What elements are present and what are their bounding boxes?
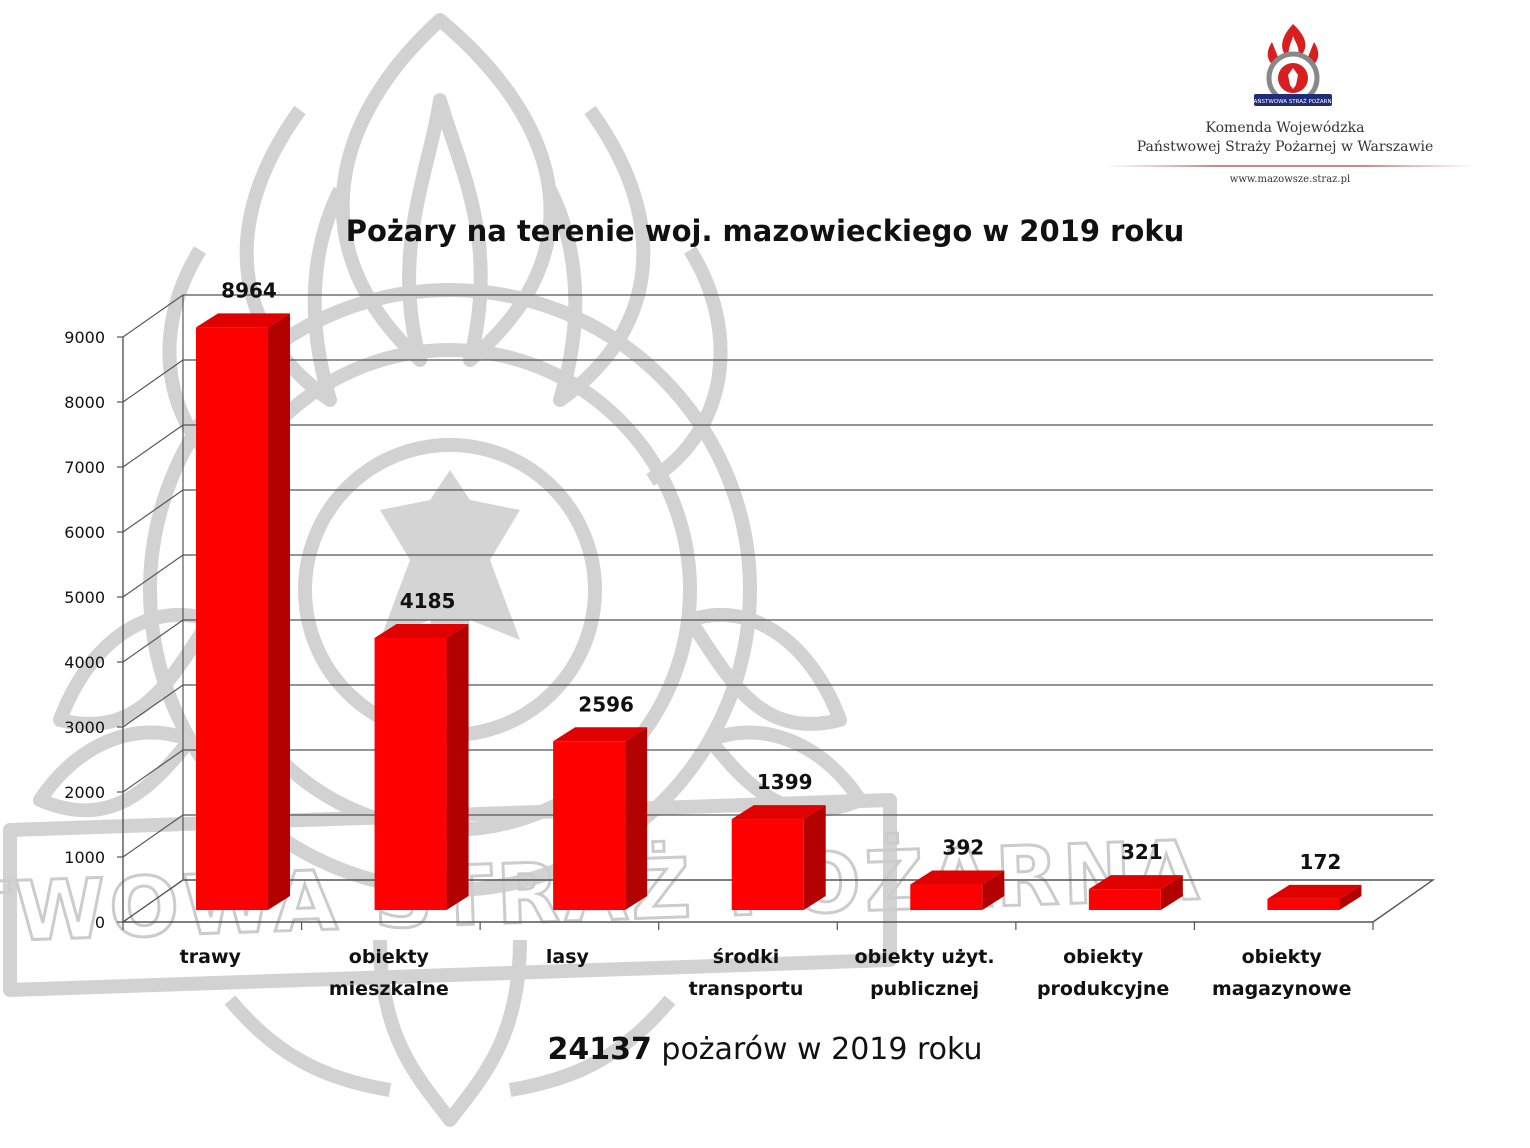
bar-top bbox=[910, 870, 1005, 885]
gridline-diagonal bbox=[122, 684, 184, 728]
bar bbox=[731, 819, 804, 910]
x-category-label: produkcyjne bbox=[1037, 978, 1169, 1000]
bar-top bbox=[196, 313, 290, 328]
x-category-label: mieszkalne bbox=[329, 978, 449, 1000]
gridline-diagonal bbox=[122, 489, 184, 533]
y-tick-label: 3000 bbox=[64, 718, 105, 737]
gridline-diagonal bbox=[122, 749, 184, 793]
chart-title: Pożary na terenie woj. mazowieckiego w 2… bbox=[345, 214, 1185, 248]
bar-side bbox=[1339, 884, 1362, 910]
x-category-label: obiekty bbox=[349, 946, 430, 968]
org-name-line-2: Państwowej Straży Pożarnej w Warszawie bbox=[1136, 139, 1434, 155]
y-tick-label: 2000 bbox=[64, 783, 105, 802]
bar-top bbox=[553, 727, 648, 742]
data-label: 4185 bbox=[400, 589, 456, 613]
data-label: 392 bbox=[942, 836, 984, 860]
y-tick-label: 0 bbox=[95, 913, 105, 932]
x-category-label: środki bbox=[713, 946, 779, 968]
y-tick-label: 4000 bbox=[64, 653, 105, 672]
x-category-label: obiekty bbox=[1063, 946, 1144, 968]
header-divider bbox=[1105, 165, 1475, 167]
x-category-label: publicznej bbox=[870, 978, 979, 1000]
data-label: 1399 bbox=[757, 770, 813, 794]
x-category-label: trawy bbox=[180, 946, 242, 968]
gridline-diagonal bbox=[122, 294, 184, 338]
fire-service-logo: PAŃSTWOWA STRAŻ POŻARNA bbox=[1251, 24, 1336, 106]
gridline-diagonal bbox=[122, 554, 184, 598]
bar-top bbox=[731, 805, 826, 820]
data-label: 172 bbox=[1300, 850, 1342, 874]
x-category-label: transportu bbox=[689, 978, 804, 1000]
bar bbox=[1267, 898, 1340, 910]
y-tick-label: 7000 bbox=[64, 458, 105, 477]
gridline-diagonal bbox=[122, 814, 184, 858]
x-category-label: obiekty bbox=[1242, 946, 1323, 968]
summary-line: 24137 pożarów w 2019 roku bbox=[0, 1032, 1530, 1067]
gridline-diagonal bbox=[122, 424, 184, 468]
bar-top bbox=[1088, 875, 1183, 890]
chart-floor bbox=[120, 879, 1436, 923]
data-label: 8964 bbox=[221, 278, 277, 302]
bar-side bbox=[268, 313, 290, 911]
data-label: 2596 bbox=[578, 692, 634, 716]
bar bbox=[1088, 889, 1161, 910]
bar-side bbox=[803, 805, 826, 910]
x-category-label: lasy bbox=[546, 946, 590, 968]
org-name-line-1: Komenda Wojewódzka bbox=[1205, 120, 1365, 136]
bar bbox=[910, 884, 983, 910]
gridline-diagonal bbox=[122, 619, 184, 663]
bar bbox=[553, 741, 626, 910]
data-label: 321 bbox=[1121, 840, 1163, 864]
logo-banner-text: PAŃSTWOWA STRAŻ POŻARNA bbox=[1251, 98, 1336, 105]
org-website-url: www.mazowsze.straz.pl bbox=[1229, 174, 1351, 185]
bar bbox=[196, 327, 268, 911]
x-category-label: magazynowe bbox=[1212, 978, 1352, 1000]
gridline-diagonal bbox=[122, 359, 184, 403]
y-tick-label: 6000 bbox=[64, 523, 105, 542]
summary-total: 24137 bbox=[547, 1032, 652, 1067]
y-tick-label: 8000 bbox=[64, 393, 105, 412]
y-tick-label: 1000 bbox=[64, 848, 105, 867]
bar-side bbox=[625, 727, 648, 910]
bar-side bbox=[446, 623, 469, 910]
bar-top bbox=[1267, 884, 1362, 899]
y-tick-label: 5000 bbox=[64, 588, 105, 607]
bar bbox=[374, 637, 447, 910]
x-category-label: obiekty użyt. bbox=[855, 946, 995, 968]
y-tick-label: 9000 bbox=[64, 328, 105, 347]
bar-side bbox=[1160, 875, 1183, 910]
summary-text: pożarów w 2019 roku bbox=[651, 1032, 983, 1067]
bar-side bbox=[982, 870, 1005, 910]
bar-top bbox=[374, 623, 469, 638]
